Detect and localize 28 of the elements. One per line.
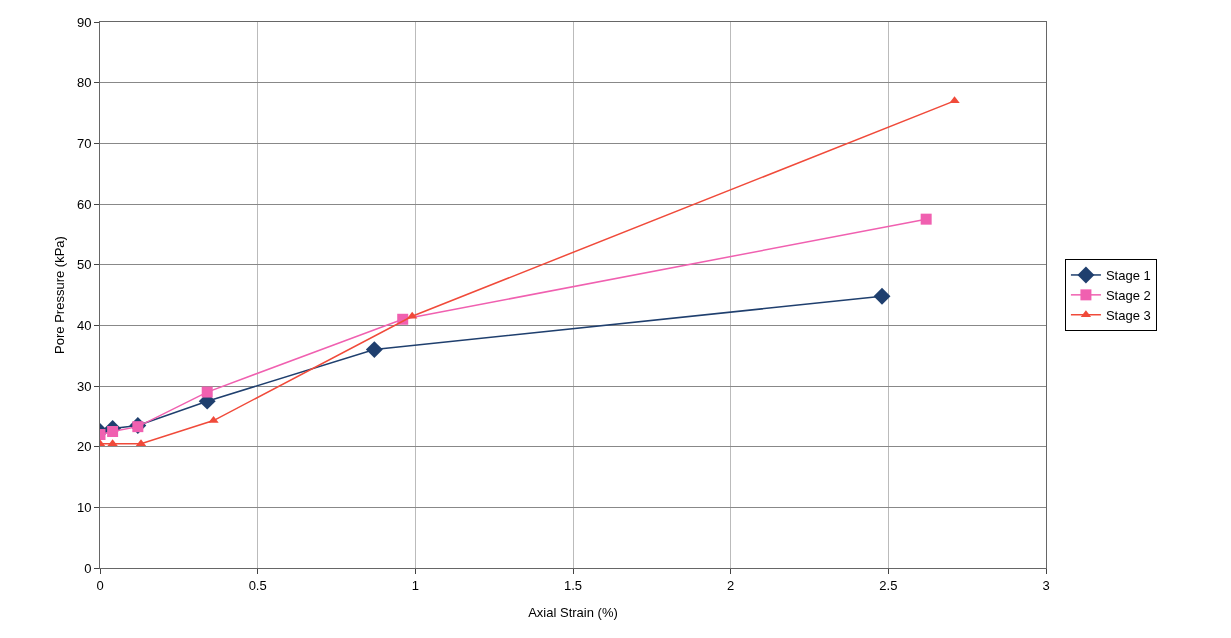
y-axis-title: Pore Pressure (kPa) [52, 236, 67, 354]
point [873, 287, 891, 305]
x-tick-label: 0 [96, 577, 104, 593]
legend-label: Stage 1 [1105, 268, 1151, 284]
point [365, 341, 383, 359]
y-tick-label: 10 [76, 499, 92, 515]
point [107, 426, 119, 437]
x-tick-label: 2 [727, 577, 735, 593]
x-tick-label: 1.5 [563, 577, 583, 593]
x-tick-label: 3 [1042, 577, 1050, 593]
y-tick-label: 30 [76, 378, 92, 394]
point [920, 213, 932, 225]
x-tick-label: 1 [411, 577, 419, 593]
x-tick-label: 2.5 [879, 577, 898, 593]
y-tick-label: 0 [84, 560, 92, 576]
y-tick-label: 20 [76, 439, 92, 455]
legend-label: Stage 3 [1105, 307, 1151, 323]
x-tick-label: 0.5 [248, 577, 267, 593]
y-tick-label: 80 [76, 75, 92, 91]
y-tick-label: 50 [76, 257, 92, 273]
y-tick-label: 70 [76, 135, 92, 151]
point [949, 96, 960, 104]
y-tick-label: 90 [76, 14, 92, 30]
point [201, 386, 213, 398]
legend-label: Stage 2 [1105, 287, 1151, 303]
y-tick-label: 60 [76, 196, 92, 212]
x-axis-title: Axial Strain (%) [528, 605, 618, 620]
y-tick-label: 40 [76, 317, 92, 333]
